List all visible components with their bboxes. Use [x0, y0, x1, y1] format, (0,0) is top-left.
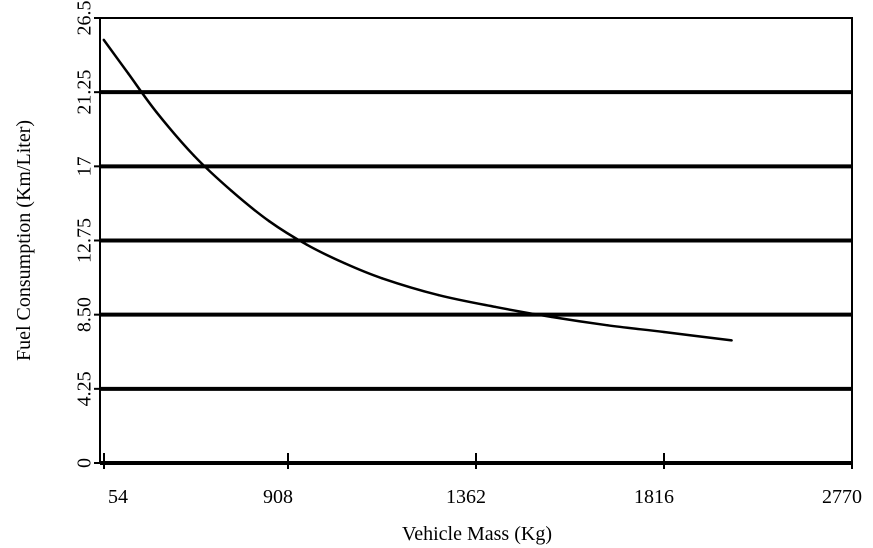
data-point: [606, 324, 609, 327]
data-point: [268, 219, 271, 223]
x-axis: 54 908 1362 1816 2770: [103, 453, 862, 508]
y-tick-label: 4.25: [74, 371, 96, 406]
data-point: [230, 189, 233, 193]
x-tick-label: 1816: [634, 486, 674, 508]
series-line: [102, 39, 732, 342]
data-point: [192, 154, 196, 157]
y-tick-label: 0: [74, 458, 96, 468]
data-point: [380, 277, 384, 280]
data-point: [305, 243, 308, 246]
data-point: [493, 305, 496, 309]
y-tick-label: 17: [74, 156, 96, 176]
x-axis-label: Vehicle Mass (Kg): [402, 523, 552, 545]
y-tick-label: 26.5: [74, 1, 96, 36]
y-axis-label: Fuel Consumption (Km/Liter): [13, 120, 35, 361]
data-point: [155, 110, 158, 114]
y-axis: 0 4.25 8.50 12.75 17 21.25 26.5: [74, 1, 100, 468]
data-point: [343, 261, 346, 265]
y-tick-label: 21.25: [74, 70, 96, 115]
data-point: [730, 339, 733, 342]
x-tick-label: 54: [108, 486, 128, 508]
y-tick-label: 8.50: [74, 297, 96, 332]
y-tick-label: 12.75: [74, 218, 96, 263]
data-points: [102, 38, 733, 342]
data-point: [550, 315, 553, 319]
data-point: [127, 72, 130, 75]
x-tick-label: 2770: [822, 486, 862, 508]
data-point: [437, 293, 440, 297]
data-point: [662, 330, 666, 334]
data-point: [102, 38, 105, 42]
gridlines: [100, 90, 852, 465]
x-tick-label: 1362: [446, 486, 486, 508]
x-tick-label: 908: [263, 486, 293, 508]
